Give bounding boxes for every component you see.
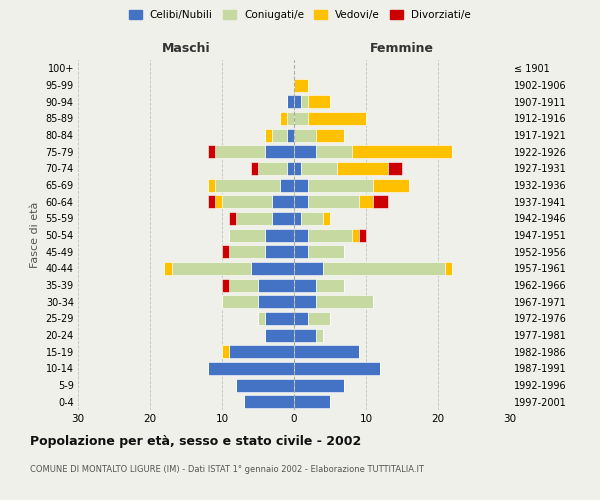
Bar [208, 195, 215, 208]
Bar [352, 228, 359, 241]
Bar [229, 345, 294, 358]
Bar [265, 145, 294, 158]
Bar [294, 145, 316, 158]
Bar [308, 178, 373, 192]
Bar [294, 312, 308, 325]
Bar [301, 212, 323, 225]
Bar [294, 295, 316, 308]
Bar [222, 295, 258, 308]
Bar [308, 245, 344, 258]
Bar [251, 162, 258, 175]
Bar [316, 328, 323, 342]
Bar [265, 228, 294, 241]
Bar [373, 195, 388, 208]
Bar [208, 145, 215, 158]
Bar [215, 178, 280, 192]
Bar [294, 378, 344, 392]
Bar [294, 95, 301, 108]
Legend: Celibi/Nubili, Coniugati/e, Vedovi/e, Divorziati/e: Celibi/Nubili, Coniugati/e, Vedovi/e, Di… [127, 8, 473, 22]
Bar [222, 345, 229, 358]
Bar [265, 312, 294, 325]
Bar [236, 212, 272, 225]
Bar [323, 262, 445, 275]
Bar [287, 112, 294, 125]
Text: COMUNE DI MONTALTO LIGURE (IM) - Dati ISTAT 1° gennaio 2002 - Elaborazione TUTTI: COMUNE DI MONTALTO LIGURE (IM) - Dati IS… [30, 465, 424, 474]
Bar [352, 145, 452, 158]
Bar [294, 362, 380, 375]
Bar [301, 162, 337, 175]
Bar [265, 328, 294, 342]
Bar [316, 278, 344, 291]
Bar [294, 195, 308, 208]
Bar [337, 162, 388, 175]
Bar [258, 278, 294, 291]
Bar [287, 162, 294, 175]
Bar [229, 278, 258, 291]
Bar [222, 278, 229, 291]
Bar [215, 145, 265, 158]
Bar [294, 395, 330, 408]
Bar [294, 78, 308, 92]
Bar [359, 195, 373, 208]
Bar [308, 195, 359, 208]
Bar [229, 228, 265, 241]
Bar [280, 178, 294, 192]
Bar [287, 128, 294, 141]
Bar [445, 262, 452, 275]
Bar [359, 228, 366, 241]
Bar [308, 312, 330, 325]
Bar [388, 162, 402, 175]
Bar [272, 195, 294, 208]
Bar [294, 162, 301, 175]
Bar [373, 178, 409, 192]
Bar [316, 145, 352, 158]
Bar [287, 95, 294, 108]
Bar [272, 212, 294, 225]
Bar [294, 278, 316, 291]
Bar [208, 178, 215, 192]
Bar [215, 195, 222, 208]
Bar [308, 112, 366, 125]
Bar [236, 378, 294, 392]
Bar [258, 162, 287, 175]
Bar [294, 328, 316, 342]
Bar [294, 228, 308, 241]
Text: Femmine: Femmine [370, 42, 434, 55]
Bar [294, 178, 308, 192]
Bar [294, 345, 359, 358]
Y-axis label: Fasce di età: Fasce di età [30, 202, 40, 268]
Bar [208, 362, 294, 375]
Bar [164, 262, 172, 275]
Bar [294, 245, 308, 258]
Bar [316, 295, 373, 308]
Bar [222, 245, 229, 258]
Bar [294, 112, 308, 125]
Bar [316, 128, 344, 141]
Bar [229, 245, 265, 258]
Bar [294, 128, 316, 141]
Bar [323, 212, 330, 225]
Bar [301, 95, 308, 108]
Text: Maschi: Maschi [161, 42, 211, 55]
Bar [244, 395, 294, 408]
Bar [229, 212, 236, 225]
Bar [294, 262, 323, 275]
Bar [308, 228, 352, 241]
Bar [294, 212, 301, 225]
Bar [172, 262, 251, 275]
Bar [280, 112, 287, 125]
Bar [258, 312, 265, 325]
Bar [222, 195, 272, 208]
Bar [265, 245, 294, 258]
Bar [272, 128, 287, 141]
Bar [258, 295, 294, 308]
Bar [265, 128, 272, 141]
Text: Popolazione per età, sesso e stato civile - 2002: Popolazione per età, sesso e stato civil… [30, 435, 361, 448]
Bar [251, 262, 294, 275]
Bar [308, 95, 330, 108]
